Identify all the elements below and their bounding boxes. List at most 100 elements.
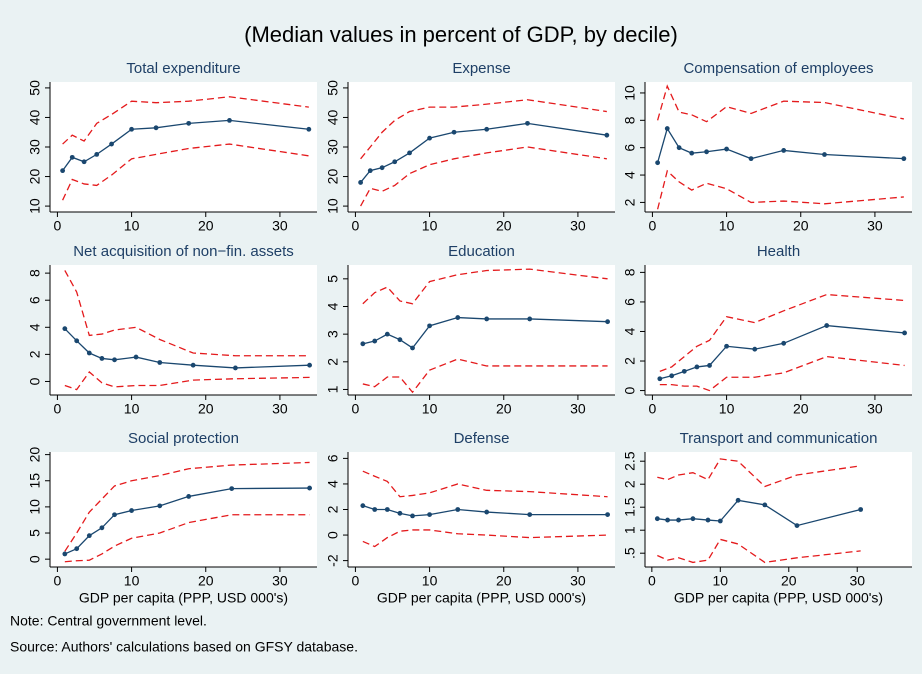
median-line (62, 119, 309, 172)
x-tick-label: 0 (649, 401, 657, 417)
median-point (190, 362, 196, 368)
y-tick-label: 8 (622, 116, 638, 124)
median-point (451, 129, 457, 135)
band-line (362, 358, 608, 394)
y-tick-label: 5 (325, 275, 341, 283)
x-tick-label: 0 (648, 573, 656, 589)
y-tick-label: 20 (325, 169, 341, 185)
median-point (186, 120, 192, 126)
median-point (527, 512, 533, 518)
median-point (705, 517, 711, 523)
y-tick-label: .5 (622, 547, 638, 559)
band-line (64, 461, 310, 552)
y-tick-label: -2 (325, 554, 341, 567)
y-tick-label: 10 (27, 499, 43, 515)
median-point (99, 525, 105, 531)
median-point (410, 513, 415, 519)
median-point (707, 363, 712, 368)
median-point (62, 326, 68, 332)
note: Note: Central government level. (10, 613, 207, 629)
x-tick-label: 10 (719, 218, 735, 234)
band-line (62, 143, 309, 201)
plot-area (645, 452, 912, 567)
median-point (681, 368, 687, 374)
x-tick-label: 10 (422, 401, 438, 417)
median-point (372, 338, 378, 344)
median-point (392, 159, 398, 165)
x-tick-label: 30 (272, 573, 288, 589)
median-point (902, 330, 907, 336)
median-line (656, 126, 904, 163)
y-tick-label: 2 (622, 357, 638, 365)
median-point (81, 159, 87, 165)
median-point (307, 485, 312, 491)
panel-title: Education (448, 243, 515, 260)
y-tick-label: 4 (27, 323, 43, 331)
plot-area (645, 82, 912, 212)
panel-title: Transport and communication (680, 430, 878, 447)
x-tick-label: 20 (198, 573, 214, 589)
median-point (605, 319, 610, 325)
median-point (372, 507, 378, 512)
plot-area (348, 265, 615, 395)
median-point (229, 486, 235, 491)
y-tick-label: 40 (325, 109, 341, 125)
y-tick-label: 8 (27, 269, 43, 277)
x-tick-label: 20 (793, 401, 809, 417)
median-point (527, 316, 533, 322)
y-tick-label: 2 (622, 480, 638, 488)
median-point (455, 507, 461, 512)
y-tick-label: 0 (622, 386, 638, 394)
median-line (64, 487, 310, 555)
median-point (689, 150, 695, 156)
median-point (367, 168, 373, 174)
median-point (901, 156, 907, 162)
median-point (484, 126, 490, 132)
median-point (186, 494, 192, 499)
median-point (133, 354, 139, 360)
x-tick-label: 10 (719, 401, 735, 417)
median-point (74, 338, 80, 344)
x-axis-title: GDP per capita (PPP, USD 000's) (674, 590, 883, 606)
median-point (794, 523, 800, 528)
median-point (69, 154, 75, 160)
median-point (669, 373, 675, 379)
median-point (379, 165, 385, 171)
median-line (362, 505, 608, 517)
median-point (86, 350, 92, 356)
x-tick-label: 20 (793, 218, 809, 234)
source: Source: Authors' calculations based on G… (10, 639, 358, 655)
x-tick-label: 30 (272, 218, 288, 234)
band-line (362, 470, 608, 498)
median-point (157, 360, 163, 365)
x-tick-label: 30 (849, 573, 865, 589)
median-point (752, 346, 758, 352)
median-point (129, 126, 134, 132)
plot-area (50, 265, 317, 395)
median-point (86, 533, 92, 539)
y-tick-label: 2 (325, 358, 341, 366)
median-point (717, 518, 723, 524)
y-tick-label: 2.5 (622, 451, 638, 471)
band-line (659, 293, 905, 372)
y-tick-label: 5 (27, 529, 43, 537)
y-tick-label: 1 (622, 526, 638, 534)
y-tick-label: 50 (325, 80, 341, 96)
median-point (665, 517, 670, 523)
x-tick-label: 20 (198, 401, 214, 417)
y-tick-label: 2 (325, 505, 341, 513)
y-tick-label: 50 (27, 80, 43, 96)
y-tick-label: 4 (325, 302, 341, 310)
median-point (112, 357, 117, 363)
median-point (676, 145, 682, 151)
median-point (60, 168, 66, 174)
median-line (659, 324, 905, 380)
y-tick-label: 4 (622, 327, 638, 335)
median-point (227, 118, 232, 123)
y-tick-label: 6 (622, 298, 638, 306)
y-tick-label: 4 (622, 171, 638, 179)
band-line (360, 146, 607, 207)
y-tick-label: 2 (622, 198, 638, 206)
plot-area (50, 452, 317, 567)
